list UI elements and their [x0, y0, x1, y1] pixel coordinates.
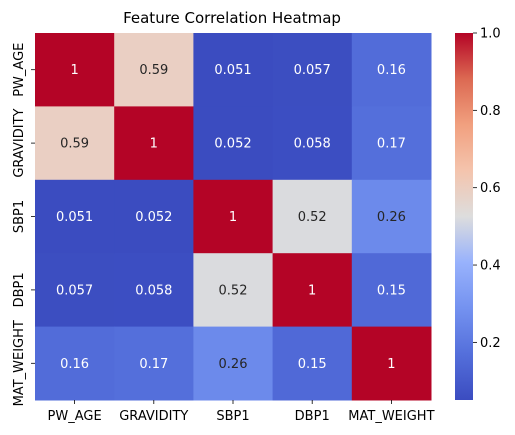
heatmap-cell [351, 179, 432, 254]
heatmap-cell [272, 33, 353, 107]
heatmap-cell [272, 179, 353, 254]
heatmap-cell [193, 106, 274, 181]
colorbar-tick-label: 0.6 [480, 181, 501, 196]
cell-value-label: 0.59 [139, 63, 168, 78]
cell-value-label: 1 [387, 357, 395, 372]
heatmap-cell [272, 106, 353, 181]
colorbar-tick-label: 0.8 [480, 104, 501, 119]
heatmap-cell [272, 326, 353, 401]
y-tick-label: PW_AGE [12, 43, 27, 97]
heatmap-cell [35, 33, 115, 107]
chart-title: Feature Correlation Heatmap [123, 9, 341, 27]
y-tick-label: MAT_WEIGHT [12, 320, 27, 406]
cell-value-label: 0.051 [56, 210, 93, 225]
heatmap-cell [114, 33, 194, 107]
heatmap-cell [114, 253, 194, 328]
x-tick-label: MAT_WEIGHT [348, 409, 434, 424]
cell-value-label: 0.058 [135, 283, 172, 298]
y-axis: PW_AGE GRAVIDITY SBP1 DBP1 MAT_WEIGHT [12, 43, 35, 406]
colorbar: 0.2 0.4 0.6 0.8 1.0 [455, 27, 501, 400]
heatmap-cell [35, 253, 115, 328]
heatmap-cell [35, 179, 115, 254]
cell-value-label: 0.26 [377, 210, 406, 225]
heatmap-cell [272, 253, 353, 328]
cell-value-label: 1 [308, 283, 316, 298]
colorbar-gradient [455, 33, 473, 400]
heatmap-cell [193, 253, 274, 328]
cell-value-label: 1 [70, 63, 78, 78]
cell-value-label: 0.057 [56, 283, 93, 298]
cell-value-label: 0.26 [219, 357, 248, 372]
heatmap-cell [193, 326, 274, 401]
heatmap-cell [35, 106, 115, 181]
x-tick-label: DBP1 [295, 409, 330, 424]
heatmap-cell [193, 33, 274, 107]
y-tick-label: GRAVIDITY [12, 109, 27, 178]
cell-value-label: 0.058 [294, 137, 331, 152]
x-tick-label: PW_AGE [48, 409, 102, 424]
colorbar-tick-label: 0.2 [480, 336, 501, 351]
cell-value-label: 1 [229, 210, 237, 225]
x-axis: PW_AGE GRAVIDITY SBP1 DBP1 MAT_WEIGHT [48, 400, 435, 424]
heatmap-cell [114, 326, 194, 401]
cell-value-label: 1 [150, 137, 158, 152]
heatmap-cell [351, 253, 432, 328]
cell-value-label: 0.052 [214, 137, 251, 152]
cell-value-label: 0.17 [139, 357, 168, 372]
heatmap-cell [351, 33, 432, 107]
cell-value-label: 0.52 [219, 283, 248, 298]
y-tick-label: SBP1 [12, 200, 27, 233]
heatmap-cell [351, 326, 432, 401]
cell-value-label: 0.15 [298, 357, 327, 372]
cell-value-label: 0.051 [214, 63, 251, 78]
heatmap-cell [35, 326, 115, 401]
cell-value-label: 0.17 [377, 137, 406, 152]
x-tick-label: GRAVIDITY [119, 409, 188, 424]
cell-value-label: 0.59 [60, 137, 89, 152]
y-tick-label: DBP1 [12, 272, 27, 307]
heatmap-cells: 1 0.59 0.051 0.057 0.16 0.59 1 0.052 0.058 0.17 0.… [35, 33, 432, 401]
heatmap-cell [114, 106, 194, 181]
cell-value-label: 0.16 [60, 357, 89, 372]
heatmap-cell [193, 179, 274, 254]
cell-value-label: 0.52 [298, 210, 327, 225]
cell-value-label: 0.16 [377, 63, 406, 78]
cell-value-label: 0.15 [377, 283, 406, 298]
heatmap-cell [351, 106, 432, 181]
heatmap-cell [114, 179, 194, 254]
colorbar-tick-label: 1.0 [480, 27, 501, 42]
colorbar-tick-label: 0.4 [480, 259, 501, 274]
cell-value-label: 0.057 [294, 63, 331, 78]
x-tick-label: SBP1 [216, 409, 249, 424]
cell-value-label: 0.052 [135, 210, 172, 225]
